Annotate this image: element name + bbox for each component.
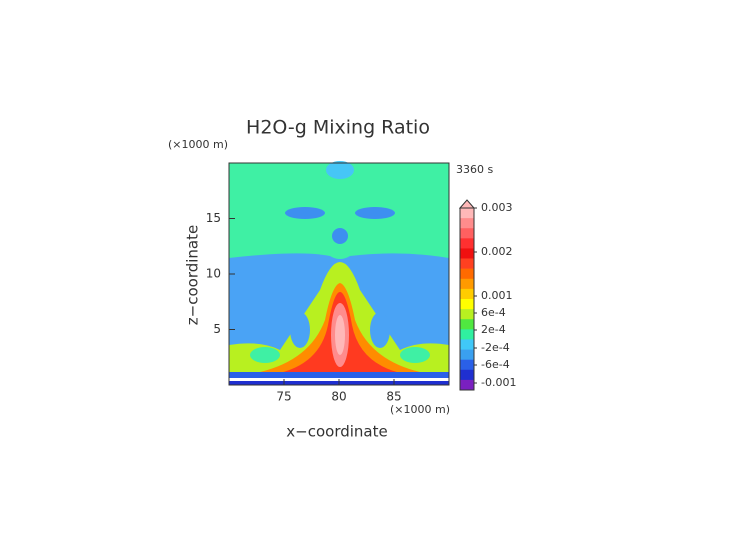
y-tick-label: 10 bbox=[206, 267, 221, 281]
colorbar-band bbox=[460, 349, 474, 360]
colorbar-band bbox=[460, 238, 474, 249]
colorbar-tick-label: 0.002 bbox=[481, 245, 513, 258]
colorbar-tick-label: 6e-4 bbox=[481, 306, 506, 319]
colorbar-tick-label: -2e-4 bbox=[481, 341, 510, 354]
colorbar-band bbox=[460, 258, 474, 269]
colorbar-band bbox=[460, 248, 474, 259]
colorbar-extend bbox=[458, 199, 476, 209]
colorbar-band bbox=[460, 319, 474, 330]
y-unit: (×1000 m) bbox=[168, 138, 228, 151]
colorbar-band bbox=[460, 218, 474, 229]
y-axis-label: z−coordinate bbox=[184, 225, 202, 325]
colorbar-band bbox=[460, 268, 474, 280]
colorbar-frame bbox=[459, 207, 475, 391]
x-unit: (×1000 m) bbox=[390, 403, 450, 416]
x-tick-label: 85 bbox=[386, 390, 401, 404]
colorbar-tick-label: 2e-4 bbox=[481, 323, 506, 336]
colorbar-tick-label: -6e-4 bbox=[481, 358, 510, 371]
colorbar-band bbox=[460, 228, 474, 239]
colorbar-band bbox=[460, 309, 474, 320]
colorbar-tick-label: 0.001 bbox=[481, 289, 513, 302]
colorbar-tick-label: 0.003 bbox=[481, 201, 513, 214]
x-tick-label: 80 bbox=[331, 390, 346, 404]
y-tick-label: 5 bbox=[213, 322, 221, 336]
x-tick-label: 75 bbox=[276, 390, 291, 404]
colorbar-band bbox=[460, 369, 474, 381]
colorbar-tick-label: -0.001 bbox=[481, 376, 516, 389]
y-tick-label: 15 bbox=[206, 211, 221, 225]
colorbar-band bbox=[460, 208, 474, 219]
x-axis-label: x−coordinate bbox=[286, 423, 387, 441]
colorbar-band bbox=[460, 359, 474, 371]
colorbar-band bbox=[460, 339, 474, 350]
colorbar-band bbox=[460, 288, 474, 300]
contour-field bbox=[229, 161, 449, 385]
colorbar-band bbox=[460, 278, 474, 290]
colorbar-band bbox=[460, 329, 474, 340]
time-label: 3360 s bbox=[456, 163, 493, 176]
chart-title: H2O-g Mixing Ratio bbox=[246, 117, 430, 139]
colorbar-band bbox=[460, 299, 474, 310]
colorbar-band bbox=[460, 379, 474, 391]
